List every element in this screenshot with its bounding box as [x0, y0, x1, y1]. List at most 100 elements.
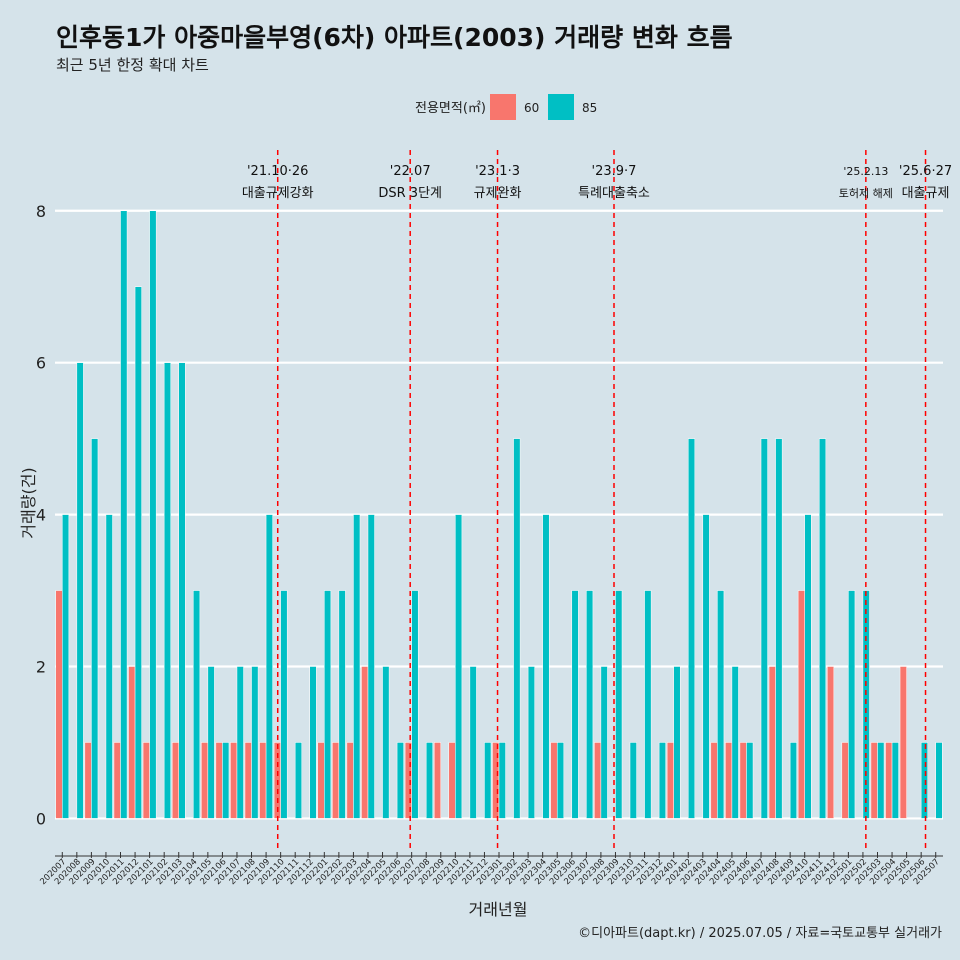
bar-85-202204 [367, 514, 375, 819]
bar-60-202404 [710, 742, 718, 819]
bar-85-202501 [848, 590, 856, 819]
bar-60-202210 [448, 742, 456, 819]
y-tick-label-4: 4 [36, 506, 46, 525]
bar-60-202505 [899, 666, 907, 819]
event-date-label-4: '25.2.13 [843, 165, 888, 178]
bar-85-202008 [76, 362, 84, 819]
bar-85-202111 [294, 742, 302, 819]
source-caption: ©디아파트(dapt.kr) / 2025.07.05 / 자료=국토교통부 실… [578, 926, 942, 941]
bar-85-202410 [804, 514, 812, 819]
bar-60-202209 [433, 742, 442, 819]
bar-85-202110 [280, 590, 288, 819]
bar-85-202401 [673, 666, 681, 819]
bar-60-202408 [768, 666, 776, 819]
bar-60-202101 [142, 742, 150, 819]
y-axis-title: 거래량(건) [19, 467, 38, 538]
bar-85-202504 [891, 742, 899, 819]
bar-85-202310 [629, 742, 637, 819]
bar-85-202102 [163, 362, 171, 819]
event-date-label-3: '23.9·7 [592, 164, 637, 179]
legend-title: 전용면적(㎡) [415, 101, 486, 116]
bar-60-202011 [113, 742, 121, 819]
bar-85-202405 [731, 666, 739, 819]
event-desc-label-3: 특례대출축소 [578, 186, 650, 201]
bar-85-202208 [425, 742, 434, 819]
bar-85-202207 [411, 590, 419, 819]
bar-85-202206 [396, 742, 404, 819]
x-axis-title: 거래년월 [469, 900, 528, 919]
bar-85-202407 [760, 438, 768, 819]
bar-85-202303 [527, 666, 535, 819]
x-axis: 2020072020082020092020102020112020122021… [38, 852, 943, 887]
bar-85-202010 [105, 514, 113, 819]
bar-85-202105 [207, 666, 215, 819]
legend-swatch-85 [548, 94, 574, 120]
bar-85-202306 [571, 590, 579, 819]
legend: 전용면적(㎡) 60 85 [415, 94, 597, 120]
bar-85-202309 [615, 590, 623, 819]
bar-85-202406 [746, 742, 754, 819]
bar-60-202107 [230, 742, 238, 819]
bar-85-202311 [644, 590, 652, 819]
bar-60-202106 [215, 742, 223, 819]
bar-60-202103 [171, 742, 179, 819]
bars [55, 210, 943, 819]
bar-85-202302 [513, 438, 521, 819]
event-desc-label-1: DSR 3단계 [378, 186, 442, 201]
bar-60-202204 [361, 666, 369, 819]
bar-85-202011 [120, 210, 128, 819]
bar-60-202105 [201, 742, 209, 819]
y-axis: 0 2 4 6 8 [36, 202, 46, 829]
bar-85-202108 [251, 666, 259, 819]
event-desc-label-4: 토허제 해제 [839, 186, 893, 200]
bar-60-202305 [550, 742, 558, 819]
bar-85-202408 [775, 438, 783, 819]
bar-60-202412 [827, 666, 835, 819]
event-markers: '21.10·26 대출규제강화 '22.07 DSR 3단계 '23.1·3 규제완화 '… [242, 150, 952, 852]
bar-60-202009 [84, 742, 92, 819]
bar-60-202202 [332, 742, 340, 819]
bar-85-202411 [819, 438, 827, 819]
y-tick-label-0: 0 [36, 809, 46, 828]
event-date-label-0: '21.10·26 [247, 164, 308, 179]
bar-60-202203 [346, 742, 354, 819]
y-tick-label-8: 8 [36, 202, 46, 221]
bar-85-202007 [62, 514, 70, 819]
bar-60-202406 [739, 742, 747, 819]
bar-85-202106 [222, 742, 230, 819]
chart-subtitle: 최근 5년 한정 확대 차트 [56, 56, 209, 74]
event-desc-label-5: 대출규제 [902, 186, 950, 201]
bar-60-202504 [885, 742, 893, 819]
bar-85-202112 [309, 666, 317, 819]
bar-60-202503 [870, 742, 878, 819]
bar-60-202108 [244, 742, 252, 819]
bar-85-202304 [542, 514, 550, 819]
bar-85-202211 [469, 666, 477, 819]
bar-85-202212 [484, 742, 492, 819]
y-tick-label-2: 2 [36, 658, 46, 677]
bar-85-202301 [498, 742, 506, 819]
legend-swatch-60 [490, 94, 516, 120]
bar-85-202312 [658, 742, 666, 819]
bar-60-202007 [55, 590, 63, 819]
bar-60-202501 [841, 742, 849, 819]
bar-85-202101 [149, 210, 157, 819]
bar-60-202201 [317, 742, 325, 819]
bar-85-202203 [353, 514, 361, 819]
legend-label-85: 85 [582, 101, 597, 115]
bar-85-202109 [265, 514, 273, 819]
bar-60-202401 [666, 742, 674, 819]
event-date-label-2: '23.1·3 [475, 164, 520, 179]
bar-85-202104 [193, 590, 201, 819]
bar-85-202103 [178, 362, 186, 819]
bar-85-202308 [600, 666, 608, 819]
y-tick-label-6: 6 [36, 354, 46, 373]
bar-85-202202 [338, 590, 346, 819]
bar-85-202307 [586, 590, 594, 819]
bar-85-202205 [382, 666, 390, 819]
bar-85-202404 [717, 590, 725, 819]
bar-85-202506 [920, 742, 928, 819]
bar-85-202507 [935, 742, 943, 819]
event-date-label-5: '25.6·27 [899, 164, 952, 179]
